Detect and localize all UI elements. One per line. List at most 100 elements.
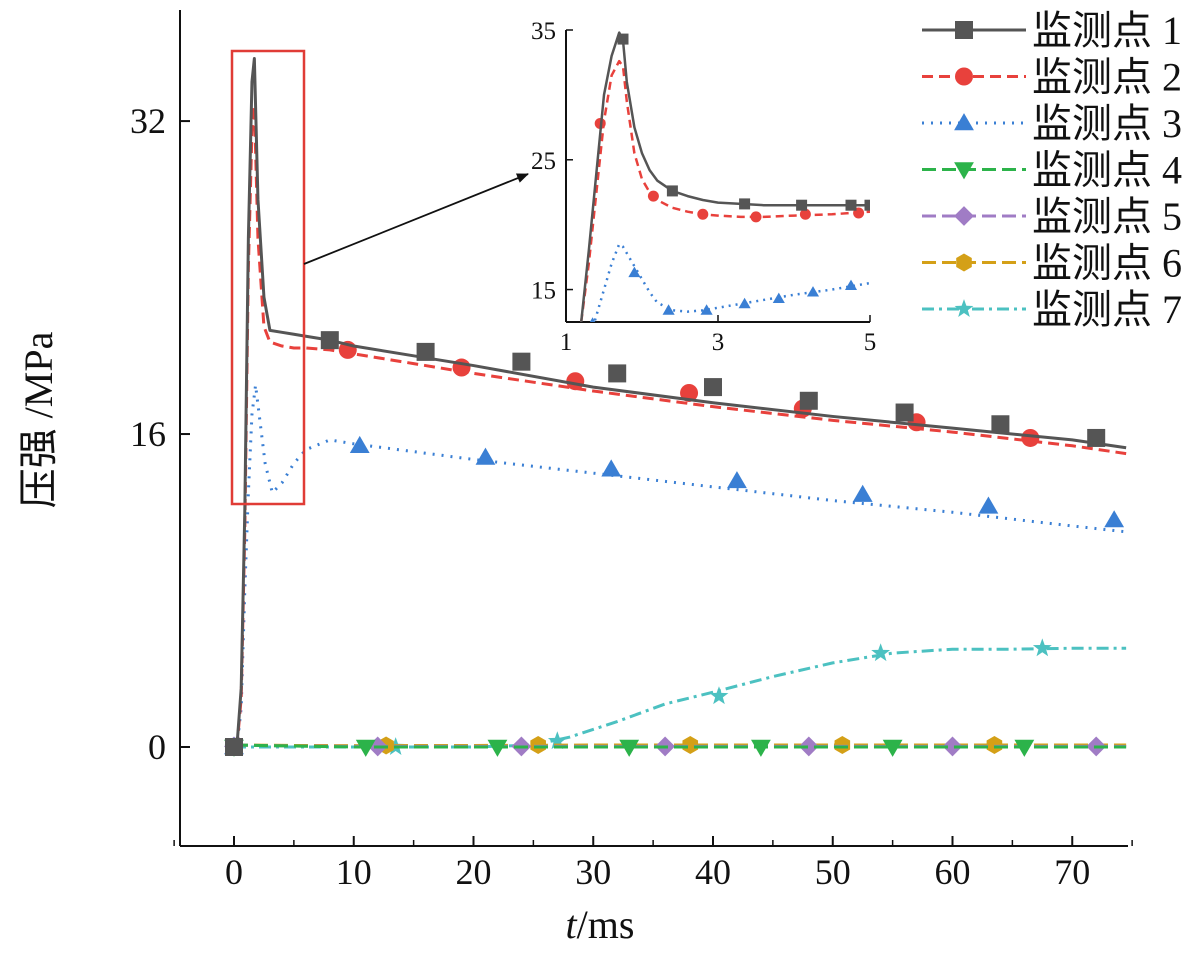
series-line-监测点-3: [232, 383, 1127, 748]
inset-marker-监测点-3-5: [772, 292, 785, 304]
marker-监测点-1-0: [225, 738, 243, 756]
inset-x-tick-label-1: 1: [560, 329, 573, 356]
marker-监测点-5-4: [798, 736, 819, 757]
inset-marker-监测点-3-1: [628, 266, 641, 278]
legend-label-监测点-7: 监测点 7: [1032, 287, 1182, 332]
series-line-监测点-7: [234, 646, 1127, 749]
marker-监测点-1-7: [895, 403, 914, 422]
inset-series-line-监测点-1: [579, 31, 870, 322]
marker-监测点-3-7: [1104, 510, 1125, 528]
inset-marker-监测点-2-3: [750, 211, 762, 223]
y-tick-label-0: 0: [148, 727, 166, 767]
marker-监测点-6-3: [682, 736, 699, 755]
inset-marker-监测点-3-3: [700, 304, 713, 315]
marker-监测点-3-3: [601, 459, 622, 477]
marker-监测点-1-3: [512, 352, 531, 371]
legend-label-监测点-3: 监测点 3: [1032, 101, 1182, 146]
x-tick-label-40: 40: [695, 852, 731, 892]
legend-marker-监测点-6: [956, 253, 972, 272]
legend-entry-监测点-6: 监测点 6: [922, 241, 1182, 286]
marker-监测点-4-2: [487, 739, 508, 757]
inset-background: [566, 30, 870, 322]
marker-监测点-4-3: [619, 739, 640, 757]
x-axis-title: t/ms: [566, 902, 635, 947]
inset-marker-监测点-3-4: [738, 297, 751, 309]
marker-监测点-3-5: [852, 484, 873, 502]
inset-plot-area: [579, 31, 870, 322]
main-plot-area: [224, 56, 1127, 757]
legend-marker-监测点-7: [954, 299, 974, 318]
legend-entry-监测点-1: 监测点 1: [922, 8, 1182, 53]
legend-label-监测点-1: 监测点 1: [1032, 8, 1182, 53]
legend-entry-监测点-3: 监测点 3: [922, 101, 1182, 146]
x-tick-label-10: 10: [336, 852, 372, 892]
marker-监测点-2-4: [680, 383, 699, 402]
series-line-监测点-1: [232, 56, 1127, 748]
inset-marker-监测点-2-2: [697, 208, 709, 220]
inset-marker-监测点-1-4: [845, 199, 857, 211]
inset-marker-监测点-1-5: [864, 199, 870, 211]
legend-entry-监测点-5: 监测点 5: [922, 194, 1182, 239]
marker-监测点-1-8: [991, 415, 1010, 434]
x-tick-label-0: 0: [225, 852, 243, 892]
y-axis-title: 压强 /MPa: [16, 331, 61, 508]
series-监测点-7: [224, 638, 1127, 756]
legend-entry-监测点-2: 监测点 2: [922, 55, 1182, 100]
inset-marker-监测点-3-0: [589, 317, 596, 322]
legend-marker-监测点-3: [954, 113, 974, 131]
marker-监测点-4-4: [751, 739, 771, 757]
x-axis-unit: /ms: [577, 902, 635, 947]
x-tick-label-50: 50: [815, 852, 851, 892]
inset-marker-监测点-2-4: [799, 208, 811, 220]
inset-marker-监测点-3-6: [806, 286, 820, 297]
zoom-annotation: [230, 49, 529, 506]
marker-监测点-1-6: [799, 391, 818, 410]
legend-label-监测点-4: 监测点 4: [1032, 148, 1182, 193]
inset-y-tick-label-25: 25: [531, 148, 556, 175]
marker-监测点-1-2: [416, 342, 435, 361]
legend-marker-监测点-5: [954, 206, 974, 226]
inset-series-监测点-1: [579, 31, 870, 322]
legend-marker-监测点-1: [955, 21, 973, 39]
marker-监测点-3-1: [349, 435, 370, 453]
marker-监测点-1-5: [704, 378, 722, 397]
inset-x-tick-label-3: 3: [712, 329, 725, 356]
marker-监测点-1-9: [1087, 428, 1106, 447]
inset-y-tick-label-35: 35: [531, 18, 556, 45]
inset-marker-监测点-1-2: [739, 198, 751, 210]
inset-marker-监测点-2-1: [647, 190, 659, 202]
inset-x-tick-label-5: 5: [864, 329, 877, 356]
marker-监测点-4-5: [882, 739, 903, 757]
marker-监测点-2-7: [1021, 428, 1040, 447]
marker-监测点-4-6: [1014, 739, 1035, 757]
legend-label-监测点-2: 监测点 2: [1032, 55, 1182, 100]
marker-监测点-5-5: [942, 736, 963, 757]
inset-marker-监测点-3-2: [662, 304, 675, 315]
inset-series-监测点-3: [589, 242, 870, 322]
marker-监测点-7-2: [547, 731, 567, 750]
marker-监测点-1-4: [608, 364, 627, 383]
main-axes: 0 10 20 30 40 50 60 70 0 16 32: [130, 10, 1133, 892]
series-监测点-3: [224, 383, 1127, 755]
series-line-监测点-4: [233, 743, 1127, 749]
legend-marker-监测点-4: [954, 162, 974, 180]
inset-marker-监测点-1-0: [617, 33, 629, 45]
marker-监测点-7-5: [1032, 638, 1052, 657]
legend-label-监测点-6: 监测点 6: [1032, 241, 1182, 286]
marker-监测点-7-4: [871, 643, 891, 662]
y-tick-label-32: 32: [130, 101, 166, 141]
inset-marker-监测点-1-1: [666, 185, 678, 197]
x-tick-label-70: 70: [1054, 852, 1090, 892]
x-axis-variable: t: [566, 902, 578, 947]
legend-entry-监测点-4: 监测点 4: [922, 148, 1182, 193]
marker-监测点-3-2: [475, 447, 496, 465]
marker-监测点-7-3: [709, 686, 729, 705]
x-tick-label-30: 30: [575, 852, 611, 892]
inset-y-tick-label-15: 15: [531, 278, 556, 305]
legend-entry-监测点-7: 监测点 7: [922, 287, 1182, 332]
legend-marker-监测点-2: [955, 67, 973, 86]
inset-marker-监测点-1-3: [796, 199, 808, 211]
